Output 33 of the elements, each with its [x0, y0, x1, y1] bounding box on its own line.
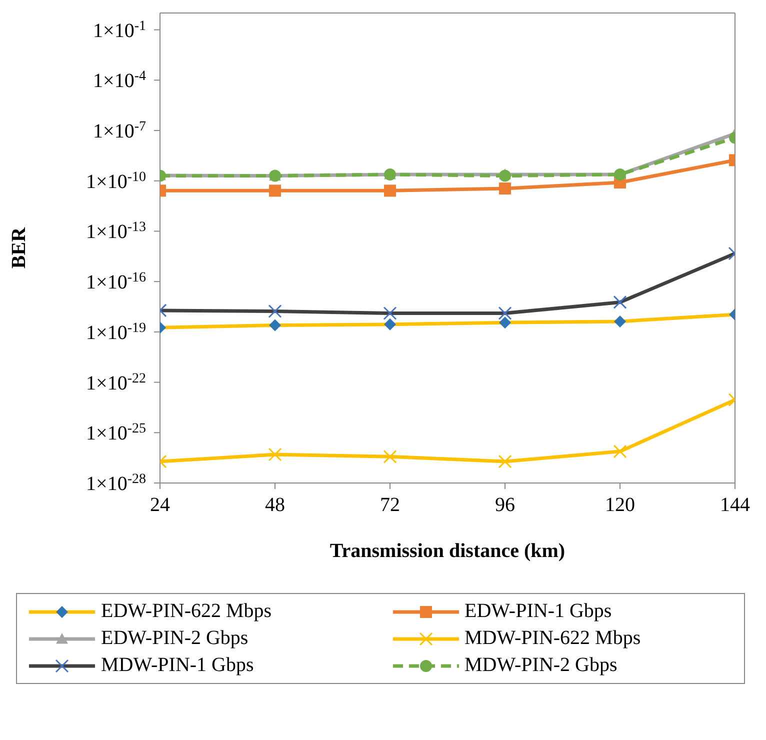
point [383, 306, 397, 320]
point [499, 316, 511, 329]
x-tick-label: 144 [720, 494, 750, 516]
y-tick-label: 1×10$^{-28}$ [86, 472, 146, 495]
point [384, 318, 396, 330]
point [383, 450, 397, 464]
legend-label: EDW-PIN-2 Gbps [101, 627, 248, 650]
x-tick-label: 72 [380, 494, 400, 516]
legend-label: EDW-PIN-622 Mbps [101, 600, 272, 623]
y-tick-label: 1×10$^{-7}$ [93, 119, 146, 142]
y-tick-label: 1×10$^{-1}$ [93, 18, 146, 42]
y-tick-label: 1×10$^{-25}$ [86, 421, 146, 445]
legend-label: MDW-PIN-622 Mbps [464, 627, 641, 650]
x-tick-label: 120 [605, 494, 635, 516]
legend-label: EDW-PIN-1 Gbps [464, 600, 612, 623]
y-tick-label: 1×10$^{-19}$ [86, 320, 146, 344]
y-axis-title: BER [8, 226, 30, 269]
x-tick-label: 96 [495, 494, 515, 516]
point [498, 306, 512, 320]
point [499, 170, 511, 182]
y-tick-label: 1×10$^{-10}$ [86, 169, 146, 193]
legend-label: MDW-PIN-2 Gbps [464, 654, 618, 677]
x-axis-title: Transmission distance (km) [330, 540, 566, 562]
point [384, 184, 396, 197]
y-tick-label: 1×10$^{-16}$ [86, 270, 146, 294]
x-tick-label: 24 [150, 494, 170, 516]
y-tick-label: 1×10$^{-4}$ [93, 68, 146, 92]
point [498, 454, 512, 468]
x-tick-label: 48 [265, 494, 285, 516]
y-tick-label: 1×10$^{-22}$ [86, 370, 146, 394]
legend-label: MDW-PIN-1 Gbps [101, 654, 254, 677]
y-tick-label: 1×10$^{-13}$ [86, 220, 146, 244]
point [499, 182, 511, 195]
